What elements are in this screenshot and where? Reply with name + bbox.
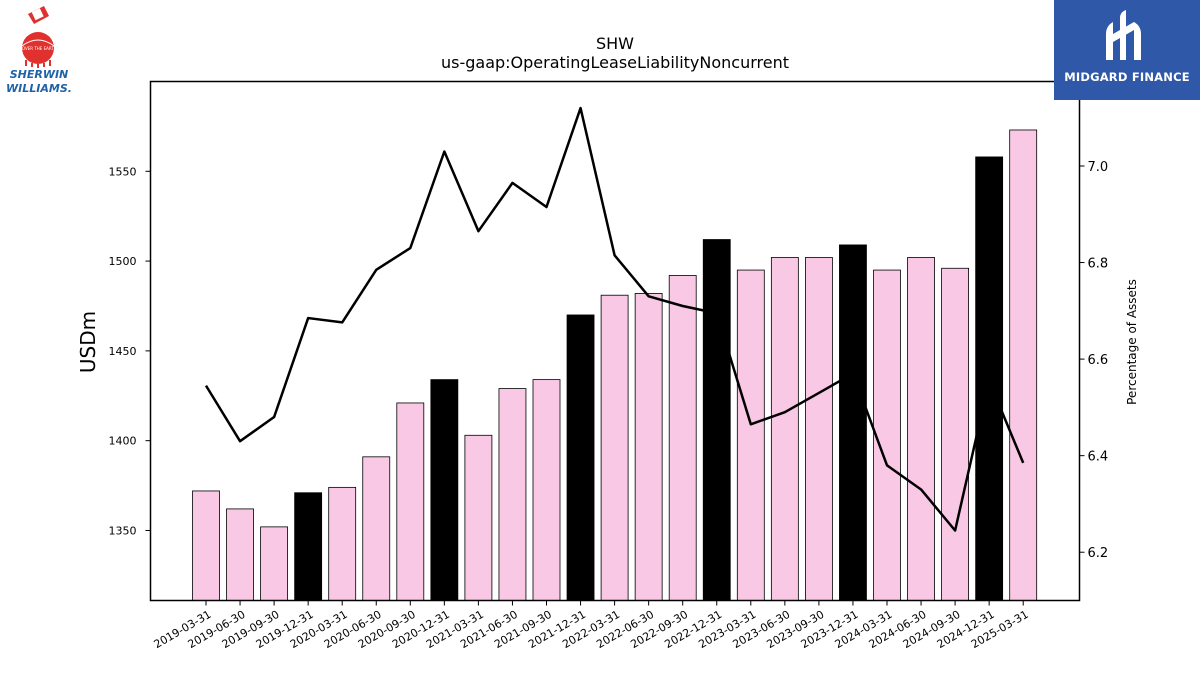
bar-2019-06-30 [226,508,254,601]
bar-2019-12-31 [294,492,323,601]
bar-2021-03-31 [464,434,493,601]
bar-2023-06-30 [770,257,799,601]
bar-series [192,129,1038,601]
bar-2022-09-30 [668,275,697,601]
y2-tick-label: 6.8 [1088,257,1109,272]
percentage-line [204,106,1025,532]
sherwin-williams-logo: COVER THE EARTH SHERWIN WILLIAMS. [4,4,74,98]
bar-2024-12-31 [975,156,1004,601]
y-axis-left: 1350 1400 1450 1500 1550 [109,165,151,537]
bar-2025-03-31 [1009,129,1038,601]
bar-2019-03-31 [192,490,220,601]
bar-2024-03-31 [873,269,901,601]
logo-line2: WILLIAMS. [6,82,72,95]
x-axis: 2019-03-312019-06-302019-09-302019-12-31… [152,600,1031,651]
y-axis-label: USDm [76,311,100,373]
bar-2021-12-31 [566,314,595,601]
y2-tick-label: 7.0 [1088,160,1109,175]
bar-2024-06-30 [907,257,935,601]
bar-2023-12-31 [839,244,867,601]
bar-2022-06-30 [634,293,663,601]
bar-2019-09-30 [260,526,289,601]
y-tick-label: 1450 [109,345,137,358]
bar-2020-12-31 [430,379,459,601]
bar-2022-03-31 [600,294,629,601]
y-tick-label: 1350 [109,524,137,537]
brand-name: MIDGARD FINANCE [1064,70,1190,84]
bar-2023-09-30 [805,257,833,601]
y2-tick-label: 6.6 [1088,353,1109,368]
y-tick-label: 1400 [109,435,137,448]
y2-tick-label: 6.2 [1088,546,1109,561]
y-tick-label: 1550 [109,165,137,178]
midgard-finance-logo: MIDGARD FINANCE [1054,0,1200,100]
line-series [204,106,1025,532]
y2-axis-label: Percentage of Assets [1125,279,1139,405]
y-axis-right: 6.2 6.4 6.6 6.8 7.0 [1079,160,1109,561]
bar-2020-03-31 [328,486,357,601]
logo-line1: SHERWIN [9,68,69,81]
chart-title: SHW [596,34,634,53]
bar-2021-09-30 [532,379,561,601]
paint-can-icon: COVER THE EARTH [19,6,57,68]
bar-2022-12-31 [702,239,731,601]
midgard-mark-icon [1106,10,1141,60]
logo-can-text: COVER THE EARTH [19,46,57,51]
bar-2020-06-30 [362,456,391,601]
bar-2021-06-30 [498,388,527,601]
y2-tick-label: 6.4 [1088,450,1109,465]
bar-2020-09-30 [396,402,425,601]
bar-2024-09-30 [941,267,969,601]
bar-2023-03-31 [736,269,765,601]
chart-subtitle: us-gaap:OperatingLeaseLiabilityNoncurren… [441,53,789,72]
y-tick-label: 1500 [109,255,137,268]
